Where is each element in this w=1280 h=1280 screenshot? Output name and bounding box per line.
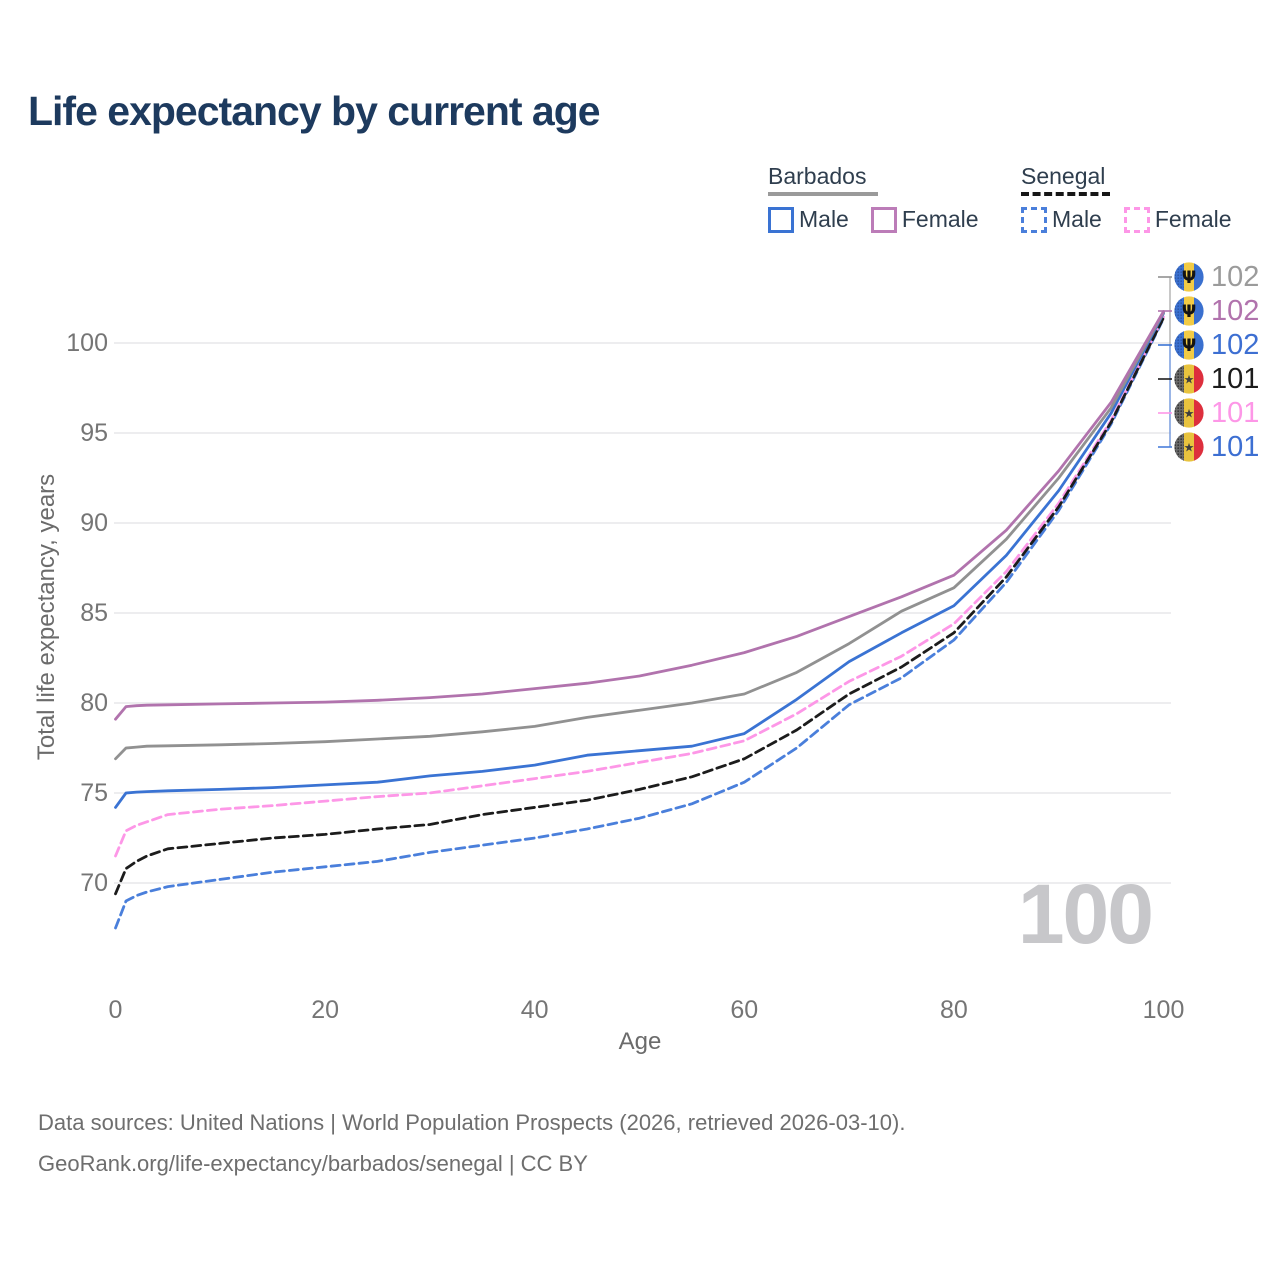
svg-text:★: ★ bbox=[1184, 373, 1195, 387]
end-label-row-senegal-male: ★ 101 bbox=[1174, 430, 1259, 464]
legend-country-senegal[interactable]: Senegal bbox=[1021, 163, 1106, 189]
legend-label: Female bbox=[901, 206, 979, 232]
x-tick-label-100: 100 bbox=[1142, 996, 1185, 1024]
y-tick-label-90: 90 bbox=[80, 509, 108, 537]
series-line-barbados-female bbox=[114, 310, 1165, 721]
page-title: Life expectancy by current age bbox=[28, 88, 601, 134]
x-tick-label-60: 60 bbox=[730, 996, 759, 1024]
series-line-senegal-both bbox=[114, 316, 1165, 896]
current-age-watermark: 100 bbox=[1017, 867, 1154, 961]
y-tick-label-80: 80 bbox=[80, 689, 108, 717]
svg-text:★: ★ bbox=[1184, 441, 1195, 455]
y-tick-label-95: 95 bbox=[80, 419, 108, 447]
barbados-solid-line-swatch bbox=[768, 192, 878, 196]
end-value-label: 102 bbox=[1211, 329, 1260, 361]
footer: Data sources: United Nations | World Pop… bbox=[38, 1108, 905, 1179]
x-tick-label-0: 0 bbox=[108, 996, 123, 1024]
barbados-flag-icon: Ψ bbox=[1174, 262, 1204, 292]
end-value-label: 101 bbox=[1211, 431, 1260, 463]
barbados-female-swatch bbox=[870, 206, 897, 233]
x-tick-label-80: 80 bbox=[939, 996, 968, 1024]
end-value-label: 101 bbox=[1211, 363, 1260, 395]
attribution-text: GeoRank.org/life-expectancy/barbados/sen… bbox=[38, 1151, 588, 1176]
legend-label: Male bbox=[1052, 206, 1102, 232]
svg-text:Ψ: Ψ bbox=[1182, 302, 1196, 322]
senegal-male-swatch bbox=[1021, 206, 1047, 233]
y-tick-label-70: 70 bbox=[80, 869, 108, 897]
senegal-female-swatch bbox=[1123, 206, 1150, 233]
legend-group-senegal: Senegal Male Female bbox=[1021, 164, 1232, 233]
series-line-senegal-male bbox=[114, 317, 1165, 930]
senegal-flag-icon: ★ bbox=[1174, 432, 1204, 462]
legend-item-senegal-male[interactable]: Male bbox=[1021, 206, 1102, 233]
legend-label: Female bbox=[1154, 206, 1232, 232]
senegal-dashed-line-swatch bbox=[1021, 192, 1110, 196]
y-tick-label-100: 100 bbox=[66, 329, 108, 357]
legend-country-barbados[interactable]: Barbados bbox=[768, 163, 867, 189]
end-label-row-barbados-both: Ψ 102 bbox=[1174, 260, 1259, 294]
y-tick-label-85: 85 bbox=[80, 599, 108, 627]
end-label-row-senegal-both: ★ 101 bbox=[1174, 362, 1259, 396]
x-tick-label-40: 40 bbox=[520, 996, 549, 1024]
x-axis-title: Age bbox=[618, 1028, 662, 1055]
series-line-barbados-both bbox=[114, 311, 1165, 761]
series-line-barbados-male bbox=[114, 311, 1165, 809]
data-sources-text: Data sources: United Nations | World Pop… bbox=[38, 1110, 906, 1135]
svg-text:★: ★ bbox=[1184, 407, 1195, 421]
end-label-row-barbados-male: Ψ 102 bbox=[1174, 328, 1259, 362]
barbados-male-swatch bbox=[768, 206, 794, 233]
y-tick-label-75: 75 bbox=[80, 779, 108, 807]
end-value-label: 102 bbox=[1211, 261, 1260, 293]
barbados-flag-icon: Ψ bbox=[1174, 296, 1204, 326]
svg-text:Ψ: Ψ bbox=[1182, 268, 1196, 288]
legend-item-barbados-male[interactable]: Male bbox=[768, 206, 849, 233]
legend-label: Male bbox=[799, 206, 849, 232]
end-value-label: 101 bbox=[1211, 397, 1260, 429]
senegal-flag-icon: ★ bbox=[1174, 364, 1204, 394]
barbados-flag-icon: Ψ bbox=[1174, 330, 1204, 360]
x-tick-label-20: 20 bbox=[311, 996, 339, 1024]
svg-text:Ψ: Ψ bbox=[1182, 336, 1196, 356]
legend-group-barbados: Barbados Male Female bbox=[768, 164, 979, 233]
end-label-row-senegal-female: ★ 101 bbox=[1174, 396, 1259, 430]
end-label-row-barbados-female: Ψ 102 bbox=[1174, 294, 1259, 328]
legend-item-senegal-female[interactable]: Female bbox=[1123, 206, 1232, 233]
legend-item-barbados-female[interactable]: Female bbox=[870, 206, 979, 233]
end-value-label: 102 bbox=[1211, 295, 1260, 327]
senegal-flag-icon: ★ bbox=[1174, 398, 1204, 428]
series-line-senegal-female bbox=[114, 315, 1165, 858]
